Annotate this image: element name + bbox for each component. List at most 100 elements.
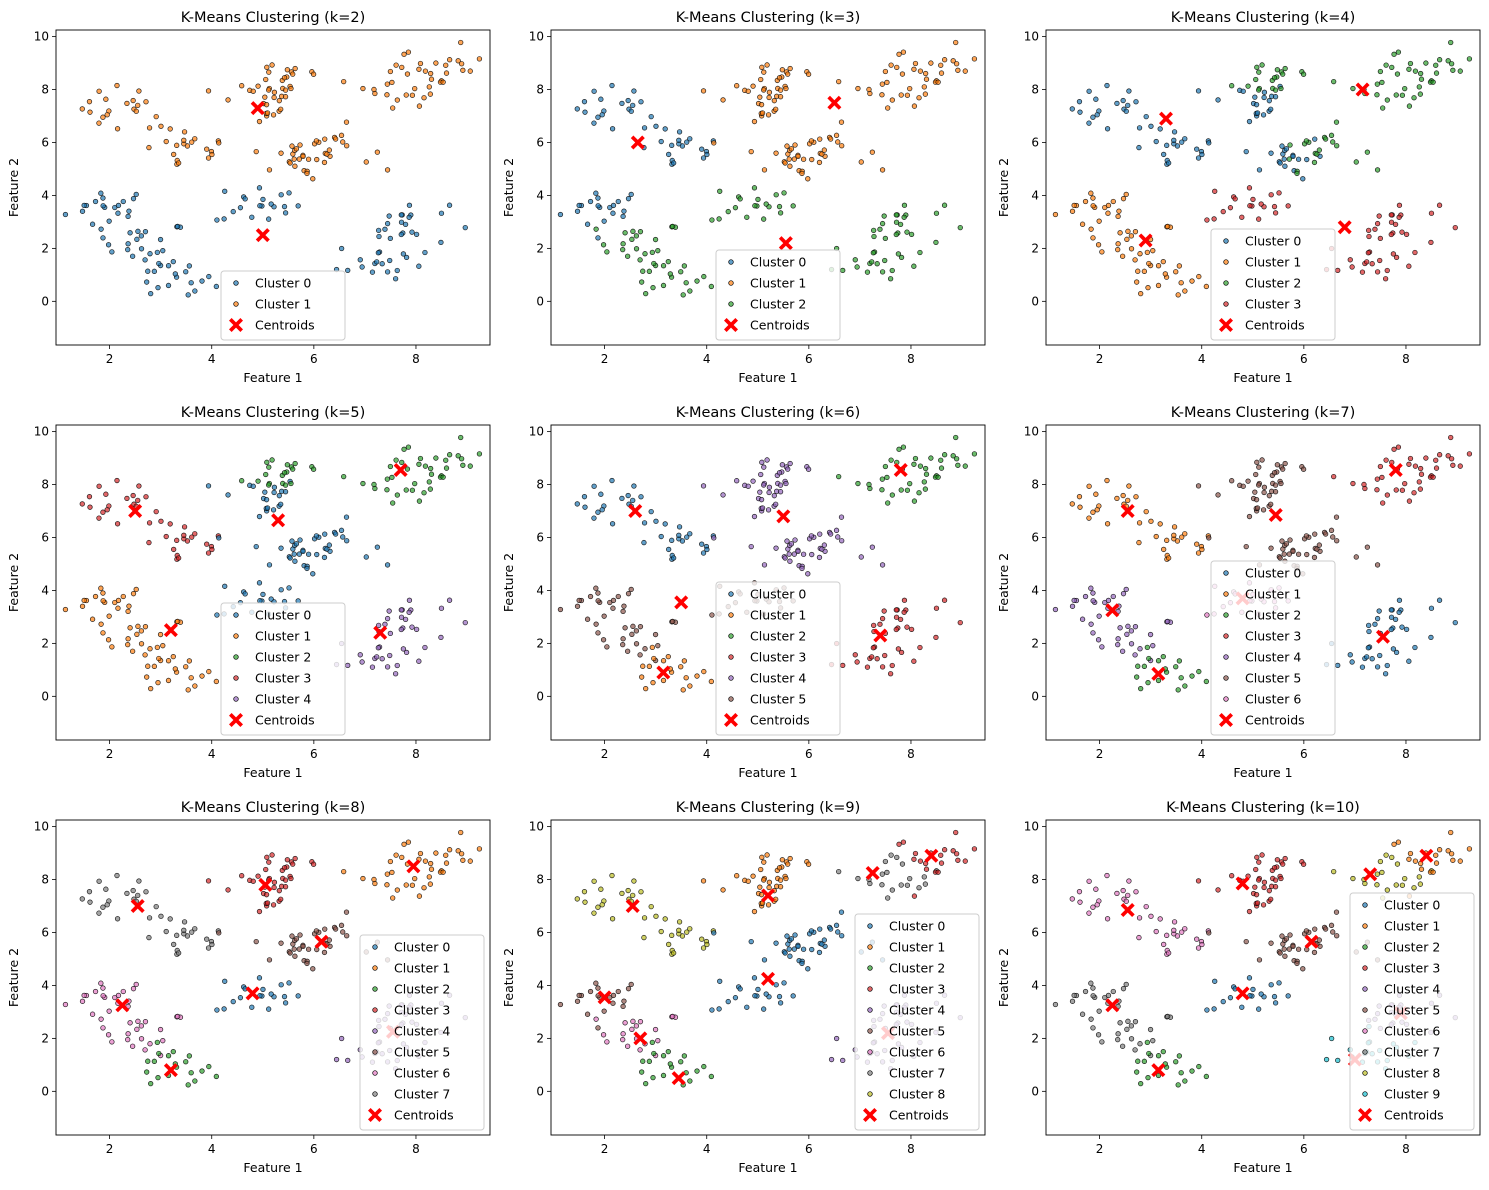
data-point <box>620 1037 626 1043</box>
data-point <box>1416 479 1422 485</box>
data-point <box>1090 235 1096 241</box>
data-point <box>1433 465 1440 471</box>
data-point <box>1279 933 1285 939</box>
data-point <box>1206 140 1212 146</box>
data-point <box>782 555 788 561</box>
data-point <box>901 214 907 220</box>
data-point <box>676 919 683 925</box>
data-point <box>800 156 807 162</box>
data-point <box>199 673 205 679</box>
data-point <box>404 71 411 77</box>
data-point <box>941 202 948 208</box>
data-point <box>412 480 418 487</box>
data-point <box>874 261 880 267</box>
subplot-k6: K-Means Clustering (k=6)2 4 6 80246810Featu… <box>501 405 986 780</box>
data-point <box>1173 269 1179 275</box>
data-point <box>619 495 625 502</box>
data-point <box>869 149 876 155</box>
legend-entry: Cluster 0 <box>255 608 311 623</box>
data-point <box>376 233 382 240</box>
data-point <box>269 457 275 463</box>
data-point <box>1280 466 1286 472</box>
data-point <box>709 217 715 223</box>
data-point <box>1448 434 1454 441</box>
data-point <box>458 851 465 857</box>
legend-marker <box>233 280 239 286</box>
data-point <box>214 217 220 223</box>
data-point <box>104 507 110 513</box>
data-point <box>1364 149 1371 155</box>
data-point <box>134 631 140 637</box>
data-point <box>1448 829 1454 836</box>
data-point <box>595 195 601 201</box>
data-point <box>916 490 922 496</box>
data-point <box>1328 527 1335 533</box>
data-point <box>1272 877 1279 883</box>
data-point <box>808 138 815 144</box>
data-point <box>884 474 890 481</box>
data-point <box>340 139 346 145</box>
legend-entry: Cluster 1 <box>1245 255 1301 270</box>
y-tick-label: 8 <box>1031 873 1039 887</box>
data-point <box>115 605 121 611</box>
data-point <box>955 67 961 73</box>
data-point <box>615 593 621 600</box>
data-point <box>171 546 177 553</box>
data-point <box>1349 659 1355 665</box>
data-point <box>694 1068 700 1074</box>
data-point <box>601 613 607 619</box>
data-point <box>288 875 294 882</box>
data-point <box>917 858 924 864</box>
data-point <box>387 235 393 242</box>
data-point <box>750 478 756 484</box>
data-point <box>1286 156 1292 162</box>
data-point <box>684 929 690 935</box>
data-point <box>360 480 366 487</box>
data-point <box>576 202 582 209</box>
data-point <box>1388 626 1394 633</box>
data-point <box>678 269 684 275</box>
data-point <box>271 489 277 496</box>
legend-entry: Cluster 0 <box>1245 234 1301 249</box>
data-point <box>962 68 968 74</box>
data-point <box>912 850 919 857</box>
data-point <box>1128 1036 1135 1042</box>
data-point <box>181 927 187 933</box>
data-point <box>1428 634 1434 641</box>
centroid-marker <box>1105 603 1120 618</box>
data-point <box>363 159 369 165</box>
data-point <box>773 501 779 507</box>
data-point <box>773 150 779 156</box>
data-point <box>971 56 978 62</box>
data-point <box>183 1059 189 1065</box>
data-point <box>1179 929 1185 935</box>
data-point <box>1407 850 1414 857</box>
data-point <box>170 1049 176 1055</box>
legend-entry-centroids: Centroids <box>1245 713 1305 728</box>
data-point <box>620 213 626 220</box>
legend-marker <box>728 654 734 660</box>
data-point <box>1384 97 1390 103</box>
data-point <box>784 933 790 939</box>
legend-entry: Cluster 1 <box>255 297 311 312</box>
data-point <box>263 866 269 873</box>
data-point <box>766 484 773 490</box>
data-point <box>642 251 648 257</box>
data-point <box>1164 932 1170 938</box>
data-point <box>766 94 772 101</box>
data-point <box>1314 151 1320 157</box>
data-point <box>582 899 588 905</box>
data-point <box>1194 936 1200 942</box>
data-point <box>795 548 801 554</box>
legend-entry: Cluster 5 <box>1384 1003 1440 1018</box>
data-point <box>403 254 410 261</box>
data-point <box>599 902 605 908</box>
data-point <box>155 284 161 291</box>
data-point <box>687 683 693 689</box>
data-point <box>896 841 902 847</box>
data-point <box>174 932 180 938</box>
data-point <box>1093 96 1099 102</box>
data-point <box>917 249 923 256</box>
data-point <box>899 861 906 867</box>
